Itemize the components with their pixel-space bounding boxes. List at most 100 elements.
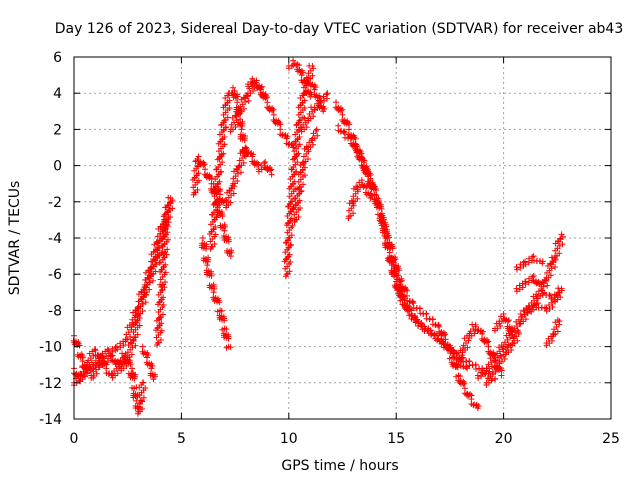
data-point-fill bbox=[469, 361, 476, 368]
data-point-fill bbox=[517, 261, 524, 268]
data-point-fill bbox=[216, 178, 223, 185]
data-point bbox=[238, 126, 245, 133]
data-point-fill bbox=[255, 84, 262, 91]
data-point-fill bbox=[346, 121, 353, 128]
data-point-fill bbox=[295, 150, 302, 157]
data-point-fill bbox=[266, 107, 273, 114]
data-point bbox=[388, 262, 395, 269]
data-point-fill bbox=[220, 150, 227, 157]
x-tick-label: 20 bbox=[495, 431, 513, 447]
data-point-fill bbox=[270, 106, 277, 113]
data-point-fill bbox=[476, 365, 483, 372]
data-point-fill bbox=[404, 287, 411, 294]
data-point-fill bbox=[194, 186, 201, 193]
data-point bbox=[367, 177, 374, 184]
data-point-fill bbox=[463, 364, 470, 371]
data-point-fill bbox=[304, 155, 311, 162]
data-point-fill bbox=[140, 379, 147, 386]
data-point-fill bbox=[389, 258, 396, 265]
data-point-fill bbox=[501, 356, 508, 363]
data-point bbox=[517, 311, 524, 318]
data-point-fill bbox=[158, 287, 165, 294]
data-point-fill bbox=[303, 74, 310, 81]
data-point-fill bbox=[290, 205, 297, 212]
data-point-fill bbox=[220, 199, 227, 206]
data-point-fill bbox=[490, 352, 497, 359]
data-point-fill bbox=[200, 162, 207, 169]
data-point-fill bbox=[251, 161, 258, 168]
data-point-fill bbox=[142, 385, 149, 392]
data-point-fill bbox=[464, 344, 471, 351]
data-point-fill bbox=[317, 94, 324, 101]
data-point-fill bbox=[301, 97, 308, 104]
data-point bbox=[307, 75, 314, 82]
data-point-fill bbox=[486, 368, 493, 375]
data-point-fill bbox=[146, 279, 153, 286]
data-point-fill bbox=[136, 322, 143, 329]
data-point-fill bbox=[530, 302, 537, 309]
data-point-fill bbox=[132, 342, 139, 349]
data-point-fill bbox=[313, 127, 320, 134]
data-point-fill bbox=[95, 355, 102, 362]
data-point-fill bbox=[162, 269, 169, 276]
data-point-fill bbox=[117, 340, 124, 347]
data-point-fill bbox=[446, 355, 453, 362]
x-axis-ticks: 0 5 10 15 20 25 bbox=[70, 57, 620, 447]
data-point bbox=[204, 262, 211, 269]
data-point-fill bbox=[533, 291, 540, 298]
x-tick-label: 10 bbox=[280, 431, 298, 447]
data-point-fill bbox=[526, 255, 533, 262]
data-point-fill bbox=[197, 161, 204, 168]
data-point-fill bbox=[214, 204, 221, 211]
data-point-fill bbox=[225, 335, 232, 342]
data-point-fill bbox=[214, 308, 221, 315]
data-point-fill bbox=[393, 272, 400, 279]
data-point-fill bbox=[350, 143, 357, 150]
data-point bbox=[270, 111, 277, 118]
data-point-fill bbox=[112, 361, 119, 368]
data-point-fill bbox=[227, 199, 234, 206]
data-point-fill bbox=[368, 192, 375, 199]
data-point-fill bbox=[420, 310, 427, 317]
y-tick-label: -8 bbox=[48, 303, 62, 319]
data-point-fill bbox=[514, 266, 521, 273]
data-point-fill bbox=[314, 132, 321, 139]
data-point-fill bbox=[142, 291, 149, 298]
data-point-fill bbox=[439, 338, 446, 345]
data-point-fill bbox=[157, 337, 164, 344]
data-point bbox=[264, 99, 271, 106]
x-axis-label: GPS time / hours bbox=[281, 458, 398, 474]
data-point-fill bbox=[301, 104, 308, 111]
data-point-fill bbox=[488, 377, 495, 384]
data-point-fill bbox=[163, 222, 170, 229]
data-point-fill bbox=[498, 367, 505, 374]
data-point-fill bbox=[222, 124, 229, 131]
data-point-fill bbox=[538, 281, 545, 288]
data-point-fill bbox=[134, 311, 141, 318]
data-point bbox=[202, 166, 209, 173]
chart-title: Day 126 of 2023, Sidereal Day-to-day VTE… bbox=[55, 21, 624, 37]
data-point-fill bbox=[426, 316, 433, 323]
data-point-fill bbox=[160, 294, 167, 301]
data-point-fill bbox=[443, 345, 450, 352]
data-point-fill bbox=[354, 142, 361, 149]
data-point-fill bbox=[558, 287, 565, 294]
y-tick-label: -4 bbox=[48, 231, 62, 247]
data-point-fill bbox=[119, 350, 126, 357]
data-point-fill bbox=[303, 124, 310, 131]
data-point-fill bbox=[267, 167, 273, 174]
data-point-fill bbox=[300, 181, 307, 188]
data-point-fill bbox=[337, 107, 344, 114]
y-tick-label: 6 bbox=[53, 50, 62, 66]
data-point-fill bbox=[339, 106, 346, 113]
data-point-fill bbox=[521, 308, 528, 315]
data-point-fill bbox=[360, 183, 367, 190]
data-point-fill bbox=[548, 265, 555, 272]
data-point-fill bbox=[288, 215, 295, 222]
data-point-fill bbox=[547, 272, 554, 279]
data-point-fill bbox=[539, 258, 546, 265]
data-point-fill bbox=[386, 245, 393, 252]
data-point-fill bbox=[223, 344, 230, 351]
data-point-fill bbox=[358, 150, 365, 157]
data-point bbox=[229, 84, 236, 91]
